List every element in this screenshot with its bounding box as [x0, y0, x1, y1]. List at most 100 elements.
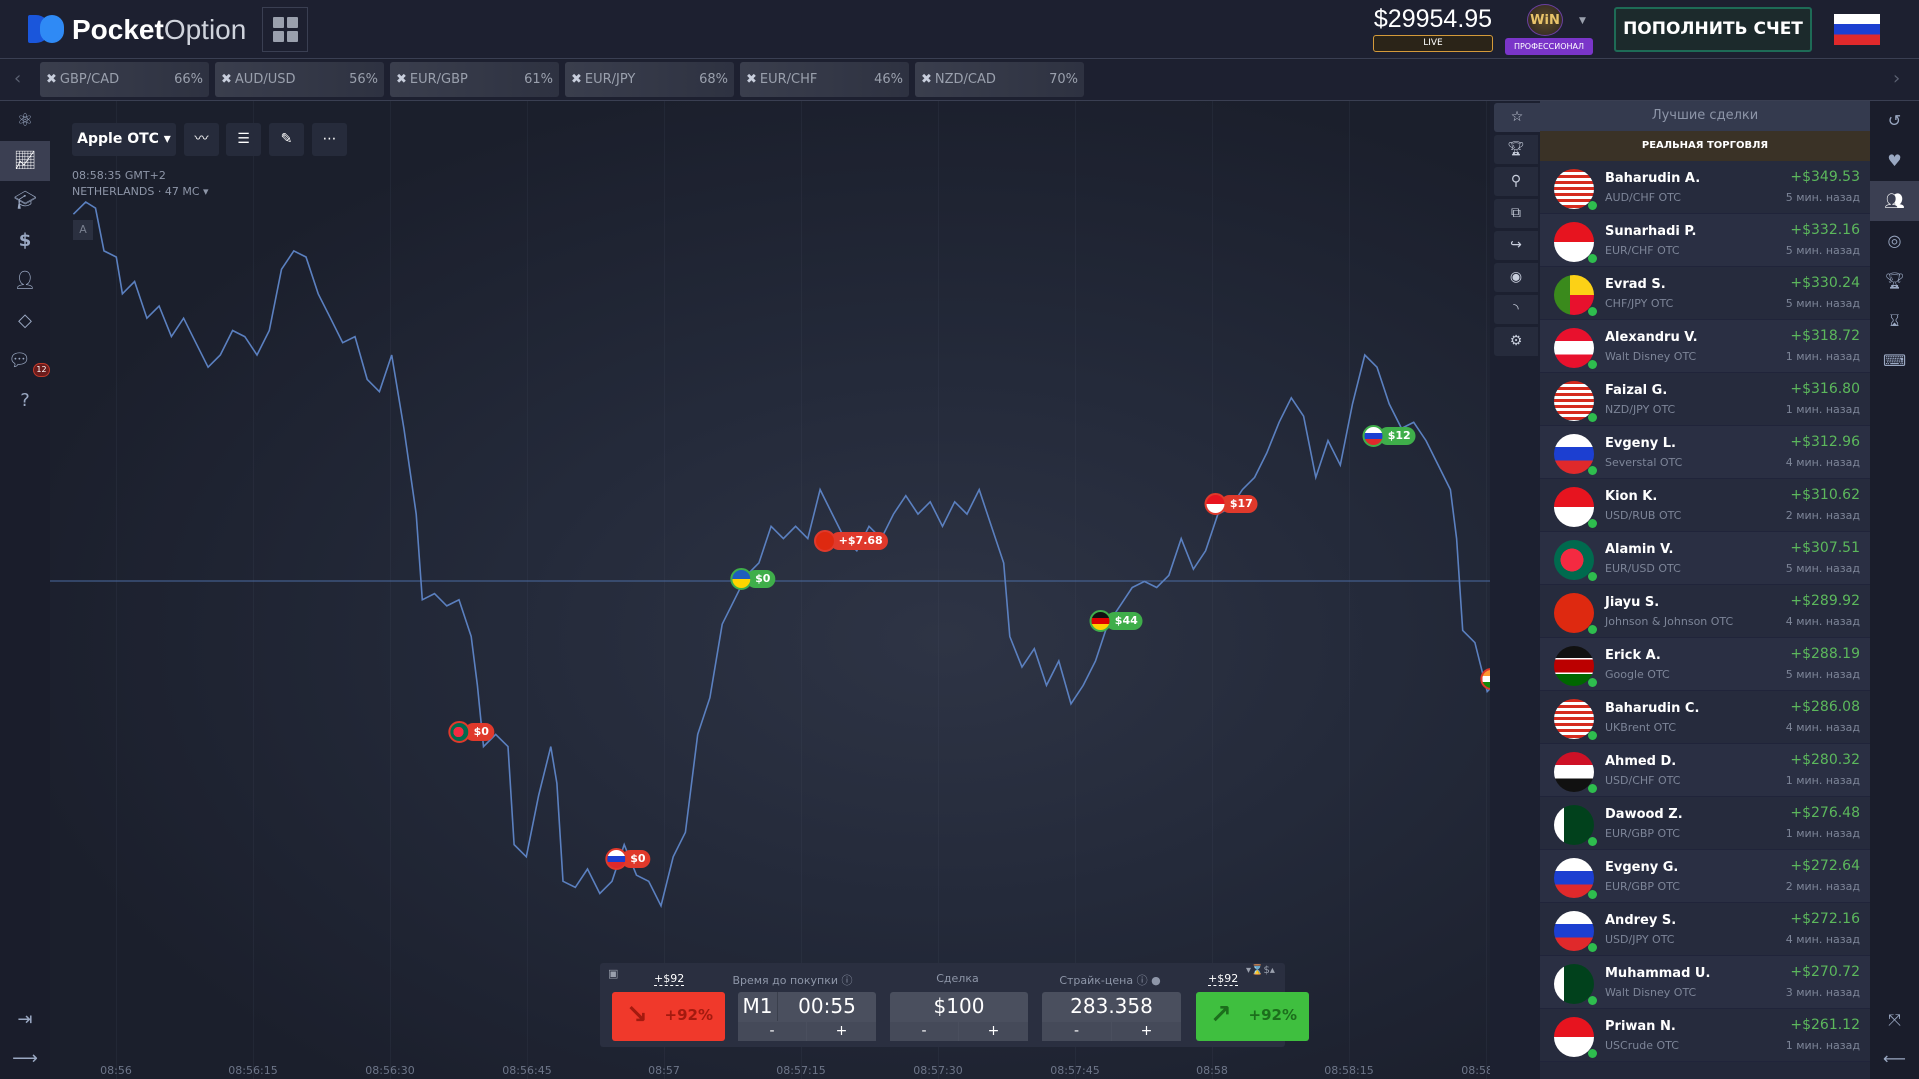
asset-tab[interactable]: ✖ AUD/USD 56% [215, 62, 384, 97]
leaderboard-row[interactable]: Muhammad U. Walt Disney OTC +$270.72 3 м… [1540, 956, 1870, 1009]
asset-tab[interactable]: ✖ NZD/CAD 70% [915, 62, 1084, 97]
leaderboard-title: Лучшие сделки [1540, 101, 1870, 131]
arrow-left-icon[interactable]: ⟵ [1883, 1049, 1906, 1068]
strike-plus-button[interactable]: + [1112, 1022, 1181, 1041]
fullscreen-icon[interactable]: ⤧ [1888, 1010, 1901, 1029]
copy-icon[interactable]: ⧉ [1494, 199, 1538, 228]
leaderboard-row[interactable]: Faizal G. NZD/JPY OTC +$316.80 1 мин. на… [1540, 373, 1870, 426]
users-icon[interactable]: 👥︎ [1870, 181, 1919, 221]
share-icon[interactable]: ↪ [1494, 231, 1538, 260]
indicators-button[interactable]: ☰ [226, 123, 261, 156]
trade-marker[interactable]: $0 [448, 720, 494, 743]
leaderboard-row[interactable]: Erick A. Google OTC +$288.19 5 мин. наза… [1540, 638, 1870, 691]
help-icon[interactable]: ? [20, 390, 30, 411]
logout-icon[interactable]: ⇥ [17, 1009, 33, 1030]
status-badge[interactable]: WiN ПРОФЕССИОНАЛ ▼ [1505, 4, 1595, 56]
close-icon[interactable]: ✖ [221, 72, 232, 87]
education-icon[interactable]: 🎓︎ [13, 190, 37, 211]
history-icon[interactable]: ↺ [1887, 111, 1902, 130]
leaderboard-row[interactable]: Alamin V. EUR/USD OTC +$307.51 5 мин. на… [1540, 532, 1870, 585]
leaderboard-row[interactable]: Priwan N. USCrude OTC +$261.12 1 мин. на… [1540, 1009, 1870, 1062]
close-icon[interactable]: ✖ [46, 72, 57, 87]
close-icon[interactable]: ✖ [921, 72, 932, 87]
dollar-icon[interactable]: $ [18, 230, 32, 251]
leaderboard-row[interactable]: Sunarhadi P. EUR/CHF OTC +$332.16 5 мин.… [1540, 214, 1870, 267]
heart-pulse-icon[interactable]: ♥ [1887, 151, 1902, 170]
target-icon[interactable]: ◎ [1887, 231, 1902, 250]
chevron-left-icon[interactable]: ‹ [14, 68, 22, 89]
chat-button[interactable]: 💬︎ 12 [0, 341, 50, 381]
time-stepper[interactable]: M1 00:55 - + [738, 992, 876, 1041]
sell-button[interactable]: ↘ +92% [612, 992, 725, 1041]
logo[interactable]: PocketOption [28, 14, 246, 46]
language-flag-icon[interactable] [1834, 14, 1880, 45]
trade-marker[interactable]: $12 [1362, 424, 1416, 447]
eye-icon[interactable]: ◉ [1494, 263, 1538, 292]
close-icon[interactable]: ✖ [396, 72, 407, 87]
more-button[interactable]: ⋯ [312, 123, 347, 156]
trophy-icon[interactable]: 🏆︎ [1884, 271, 1905, 290]
hourglass-icon[interactable]: ⌛︎ [1889, 311, 1900, 330]
trophy-icon[interactable]: 🏆︎ [1494, 135, 1538, 164]
trade-marker[interactable]: $0 [605, 848, 651, 871]
topup-button[interactable]: ПОПОЛНИТЬ СЧЕТ [1614, 7, 1812, 52]
leaderboard-row[interactable]: Evgeny G. EUR/GBP OTC +$272.64 2 мин. на… [1540, 850, 1870, 903]
timeframe[interactable]: M1 [738, 992, 778, 1021]
asset-tab[interactable]: ✖ EUR/JPY 68% [565, 62, 734, 97]
leaderboard-row[interactable]: Baharudin C. UKBrent OTC +$286.08 4 мин.… [1540, 691, 1870, 744]
grid-menu-button[interactable] [262, 7, 308, 52]
close-icon[interactable]: ✖ [746, 72, 757, 87]
chart-icon[interactable]: 📈︎ [0, 141, 50, 181]
time-value[interactable]: 00:55 [798, 994, 856, 1018]
diamond-icon[interactable]: ◇ [18, 310, 32, 331]
arrow-right-icon[interactable]: ⟶ [12, 1048, 38, 1069]
trade-mode-icons[interactable]: ▾⌛$▴ [1246, 965, 1275, 976]
strike-value[interactable]: 283.358 [1070, 994, 1153, 1018]
trader-name: Priwan N. [1605, 1019, 1676, 1034]
amount-value[interactable]: $100 [933, 994, 985, 1018]
leaderboard-row[interactable]: Evrad S. CHF/JPY OTC +$330.24 5 мин. наз… [1540, 267, 1870, 320]
asset-tab[interactable]: ✖ EUR/CHF 46% [740, 62, 909, 97]
asset-tab[interactable]: ✖ EUR/GBP 61% [390, 62, 559, 97]
logo-text-light: Option [163, 14, 247, 45]
leaderboard-row[interactable]: Kion K. USD/RUB OTC +$310.62 2 мин. наза… [1540, 479, 1870, 532]
collapse-icon[interactable]: ▣ [608, 967, 619, 980]
amount-stepper[interactable]: $100 - + [890, 992, 1028, 1041]
chevron-right-icon[interactable]: › [1893, 68, 1901, 89]
rss-icon[interactable]: ◝ [1494, 295, 1538, 324]
asset-selector[interactable]: Apple OTC ▾ [72, 123, 176, 156]
close-icon[interactable]: ✖ [571, 72, 582, 87]
strike-minus-button[interactable]: - [1042, 1022, 1111, 1041]
leaderboard-row[interactable]: Baharudin A. AUD/CHF OTC +$349.53 5 мин.… [1540, 161, 1870, 214]
trade-marker[interactable]: $44 [1089, 609, 1143, 632]
amount-minus-button[interactable]: - [890, 1022, 958, 1041]
asset-tab[interactable]: ✖ GBP/CAD 66% [40, 62, 209, 97]
search-icon[interactable]: ⚲ [1494, 167, 1538, 196]
trade-marker[interactable]: $17 [1204, 493, 1258, 516]
drawing-marker[interactable]: A [73, 220, 93, 240]
user-icon[interactable]: 👤︎ [13, 270, 37, 291]
leaderboard-row[interactable]: Alexandru V. Walt Disney OTC +$318.72 1 … [1540, 320, 1870, 373]
trade-marker[interactable]: $0 [730, 567, 776, 590]
x-tick-label: 08:58 [1196, 1064, 1228, 1077]
strike-stepper[interactable]: 283.358 - + [1042, 992, 1181, 1041]
trade-marker[interactable]: +$7.68 [813, 530, 888, 552]
leaderboard-row[interactable]: Evgeny L. Severstal OTC +$312.96 4 мин. … [1540, 426, 1870, 479]
chart-type-button[interactable]: 〰 [184, 123, 219, 156]
price-chart[interactable]: Apple OTC ▾ 〰 ☰ ✎ ⋯ 08:58:35 GMT+2 NETHE… [50, 101, 1540, 1079]
balance[interactable]: $29954.95 LIVE [1373, 6, 1493, 52]
drawing-tool-button[interactable]: ✎ [269, 123, 304, 156]
settings-icon[interactable]: ⚙ [1494, 327, 1538, 356]
leaderboard-row[interactable]: Jiayu S. Johnson & Johnson OTC +$289.92 … [1540, 585, 1870, 638]
time-plus-button[interactable]: + [807, 1022, 876, 1041]
amount-plus-button[interactable]: + [959, 1022, 1028, 1041]
leaderboard-row[interactable]: Dawood Z. EUR/GBP OTC +$276.48 1 мин. на… [1540, 797, 1870, 850]
leaderboard-row[interactable]: Andrey S. USD/JPY OTC +$272.16 4 мин. на… [1540, 903, 1870, 956]
star-icon[interactable]: ☆ [1494, 103, 1540, 132]
time-minus-button[interactable]: - [738, 1022, 806, 1041]
keyboard-icon[interactable]: ⌨ [1882, 351, 1907, 370]
buy-button[interactable]: ↗ +92% [1196, 992, 1309, 1041]
server-info[interactable]: NETHERLANDS · 47 MC ▾ [72, 185, 209, 198]
leaderboard-row[interactable]: Ahmed D. USD/CHF OTC +$280.32 1 мин. наз… [1540, 744, 1870, 797]
network-icon[interactable]: ⚛ [16, 110, 34, 131]
